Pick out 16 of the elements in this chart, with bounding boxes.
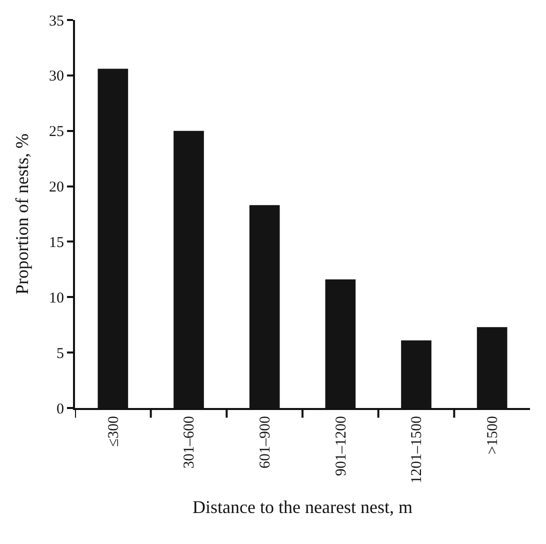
x-tick-label: >1500 (484, 416, 501, 454)
x-tick-label: 301–600 (182, 416, 198, 468)
x-tick-label: ≤300 (106, 416, 122, 447)
y-tick-label: 10 (49, 290, 64, 306)
y-tick-label: 15 (49, 234, 64, 251)
y-tick-label: 0 (56, 401, 64, 418)
y-tick-label: 20 (49, 180, 64, 196)
y-tick-label: 30 (49, 68, 64, 85)
x-tick-label: 1201–1500 (409, 416, 426, 484)
x-axis-title: Distance to the nearest nest, m (192, 497, 412, 518)
x-tick-label: 901–1200 (333, 416, 350, 476)
y-axis-title: Proportion of nests, % (12, 134, 32, 294)
x-tick-label: 601–900 (257, 416, 274, 468)
y-tick-label: 5 (56, 346, 64, 362)
y-tick-label: 25 (49, 124, 64, 140)
y-tick-label: 35 (49, 13, 64, 30)
